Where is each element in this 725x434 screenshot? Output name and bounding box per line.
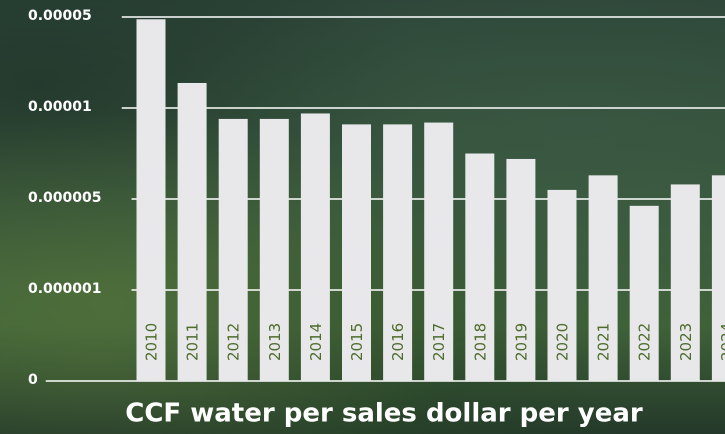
bar (711, 175, 725, 381)
bars (136, 19, 725, 382)
x-tick-label: 2014 (307, 323, 325, 361)
x-tick-label: 2024 (718, 323, 725, 361)
x-tick-label: 2016 (389, 323, 407, 361)
bar (136, 19, 166, 382)
bar (465, 153, 495, 381)
y-tick-label: 0.000005 (28, 190, 102, 206)
bar (177, 82, 207, 381)
bar (342, 124, 371, 381)
x-tick-label: 2013 (266, 323, 284, 361)
x-tick-label: 2022 (636, 323, 654, 361)
bar (424, 122, 454, 381)
chart-title: CCF water per sales dollar per year (125, 399, 643, 429)
bar (300, 113, 330, 382)
bar (383, 124, 413, 381)
x-tick-label: 2019 (512, 323, 530, 361)
y-tick-label: 0 (28, 372, 38, 388)
y-tick-label: 0.00005 (28, 8, 92, 24)
y-tick-label: 0.000001 (28, 281, 102, 297)
x-tick-label: 2018 (471, 323, 489, 361)
x-tick-label: 2021 (595, 323, 613, 361)
bar (259, 118, 289, 382)
bar (506, 158, 536, 381)
x-tick-label: 2020 (554, 323, 572, 361)
x-tick-label: 2015 (348, 323, 366, 361)
x-tick-label: 2023 (677, 323, 695, 361)
x-tick-label: 2011 (184, 323, 202, 361)
bar (588, 175, 618, 381)
bar (670, 184, 700, 381)
x-tick-label: 2010 (143, 323, 161, 361)
bar (629, 205, 659, 381)
bar (218, 118, 248, 382)
y-tick-label: 0.00001 (28, 99, 92, 115)
bar (547, 189, 577, 381)
x-tick-label: 2017 (430, 323, 448, 361)
x-tick-label: 2012 (225, 323, 243, 361)
